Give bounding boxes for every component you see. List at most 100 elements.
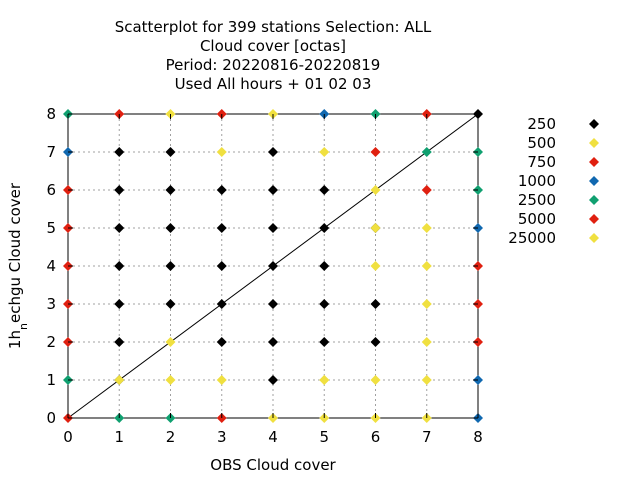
y-tick-label-3: 3 xyxy=(46,295,56,313)
point-250-22 xyxy=(268,185,278,195)
series-1000 xyxy=(63,109,483,423)
legend-marker-500 xyxy=(589,138,599,148)
point-250-2 xyxy=(114,299,125,309)
x-tick-label-4: 4 xyxy=(268,428,278,446)
point-250-8 xyxy=(165,261,176,271)
y-tick-label-0: 0 xyxy=(46,409,56,427)
title-line-2: Cloud cover [octas] xyxy=(200,37,346,55)
x-tick-label-0: 0 xyxy=(63,428,73,446)
x-tick-label-1: 1 xyxy=(114,428,124,446)
title-line-4: Used All hours + 01 02 03 xyxy=(175,75,372,93)
x-tick-label-5: 5 xyxy=(319,428,329,446)
x-tick-label-8: 8 xyxy=(473,428,483,446)
chart-title: Scatterplot for 399 stations Selection: … xyxy=(115,18,432,93)
x-axis-ticks: 0 1 2 3 4 5 6 7 8 xyxy=(63,114,483,446)
legend-marker-250 xyxy=(589,119,599,129)
point-500-2 xyxy=(165,337,176,347)
y-tick-label-5: 5 xyxy=(46,219,56,237)
point-500-0 xyxy=(114,375,125,385)
point-250-6 xyxy=(114,147,125,157)
legend-marker-750 xyxy=(589,157,599,167)
point-250-24 xyxy=(319,337,330,347)
point-250-29 xyxy=(370,337,381,347)
point-250-23 xyxy=(268,147,278,157)
x-tick-label-6: 6 xyxy=(371,428,381,446)
point-250-25 xyxy=(319,299,330,309)
legend-label-500: 500 xyxy=(527,134,556,152)
point-250-14 xyxy=(216,261,227,271)
point-25000-6 xyxy=(421,337,432,347)
point-250-19 xyxy=(268,299,278,309)
point-250-17 xyxy=(268,375,278,385)
point-25000-11 xyxy=(370,223,381,233)
x-tick-label-3: 3 xyxy=(217,428,227,446)
point-250-30 xyxy=(370,299,381,309)
point-250-9 xyxy=(165,223,176,233)
title-line-1: Scatterplot for 399 stations Selection: … xyxy=(115,18,432,36)
point-25000-5 xyxy=(421,375,432,385)
point-250-13 xyxy=(216,299,227,309)
x-tick-label-7: 7 xyxy=(422,428,432,446)
legend-label-750: 750 xyxy=(527,153,556,171)
x-axis-label: OBS Cloud cover xyxy=(210,456,336,474)
point-250-5 xyxy=(114,185,125,195)
y-tick-label-7: 7 xyxy=(46,143,56,161)
y-axis-label-sub: n xyxy=(17,323,30,330)
point-500-8 xyxy=(319,147,330,157)
legend-marker-2500 xyxy=(589,195,599,205)
y-tick-label-2: 2 xyxy=(46,333,56,351)
point-250-11 xyxy=(165,147,176,157)
legend-label-5000: 5000 xyxy=(518,210,556,228)
point-5000-3 xyxy=(421,185,432,195)
point-250-15 xyxy=(216,223,227,233)
legend-marker-1000 xyxy=(589,176,599,186)
point-250-3 xyxy=(114,261,125,271)
point-250-4 xyxy=(114,223,125,233)
legend-label-25000: 25000 xyxy=(508,229,556,247)
series-500 xyxy=(114,109,381,385)
title-line-3: Period: 20220816-20220819 xyxy=(166,56,381,74)
y-tick-label-1: 1 xyxy=(46,371,56,389)
point-250-12 xyxy=(216,337,227,347)
series-25000 xyxy=(268,223,432,423)
legend-label-250: 250 xyxy=(527,115,556,133)
y-axis-label: 1hnechgu Cloud cover xyxy=(6,182,30,349)
point-25000-7 xyxy=(421,299,432,309)
point-25000-12 xyxy=(319,375,330,385)
y-axis-ticks: 0 1 2 3 4 5 6 7 8 xyxy=(46,105,478,427)
point-500-9 xyxy=(370,185,381,195)
y-tick-label-6: 6 xyxy=(46,181,56,199)
point-250-21 xyxy=(268,223,278,233)
y-axis-label-pre: 1h xyxy=(6,330,24,349)
legend-label-1000: 1000 xyxy=(518,172,556,190)
point-5000-2 xyxy=(370,147,381,157)
x-tick-label-2: 2 xyxy=(166,428,176,446)
point-250-7 xyxy=(165,299,176,309)
y-axis-label-post: echgu Cloud cover xyxy=(6,182,24,323)
point-500-4 xyxy=(216,375,227,385)
point-25000-4 xyxy=(370,375,381,385)
point-25000-8 xyxy=(421,261,432,271)
point-250-1 xyxy=(114,337,125,347)
point-250-28 xyxy=(319,185,330,195)
legend-label-2500: 2500 xyxy=(518,191,556,209)
legend-marker-25000 xyxy=(589,233,599,243)
point-250-16 xyxy=(216,185,227,195)
y-tick-label-8: 8 xyxy=(46,105,56,123)
legend-marker-5000 xyxy=(589,214,599,224)
point-250-10 xyxy=(165,185,176,195)
point-500-5 xyxy=(216,147,227,157)
point-25000-9 xyxy=(421,223,432,233)
y-tick-label-4: 4 xyxy=(46,257,56,275)
point-250-20 xyxy=(268,261,278,271)
point-25000-10 xyxy=(370,261,381,271)
point-500-1 xyxy=(165,375,176,385)
point-250-18 xyxy=(268,337,278,347)
point-250-26 xyxy=(319,261,330,271)
point-2500-5 xyxy=(421,147,432,157)
point-250-27 xyxy=(319,223,330,233)
data-points xyxy=(63,109,483,423)
